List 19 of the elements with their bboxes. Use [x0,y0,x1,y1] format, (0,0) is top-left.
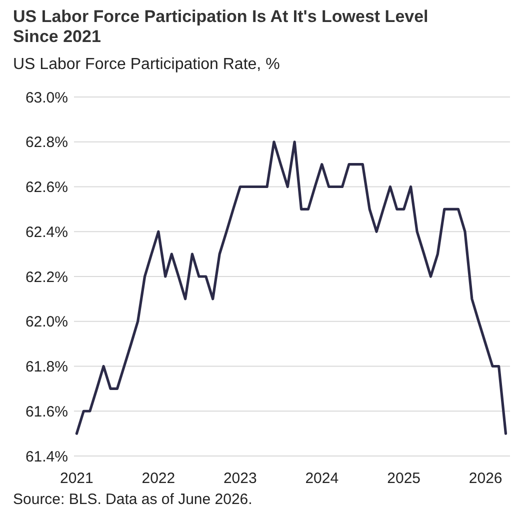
chart-title: US Labor Force Participation Is At It's Lowest Level Since 2021 [13,7,428,46]
y-tick-label: 62.0% [25,314,68,331]
y-tick-label: 62.2% [25,268,68,286]
x-tick-label: 2021 [60,470,94,487]
y-tick-label: 62.6% [25,179,68,196]
x-tick-label: 2025 [387,470,421,487]
y-tick-label: 62.4% [25,224,68,241]
chart-subtitle: US Labor Force Participation Rate, % [13,56,280,73]
y-tick-label: 61.4% [25,448,68,466]
x-tick-label: 2024 [305,470,339,487]
x-tick-label: 2023 [223,470,257,487]
x-tick-label: 2026 [468,470,502,487]
x-tick-label: 2022 [142,470,176,487]
y-tick-label: 63.0% [25,89,68,106]
source-note: Source: BLS. Data as of June 2026. [13,491,252,508]
line-series [75,140,508,435]
y-tick-label: 62.8% [25,134,68,152]
y-tick-label: 61.8% [25,358,68,376]
y-tick-label: 61.6% [25,403,68,420]
